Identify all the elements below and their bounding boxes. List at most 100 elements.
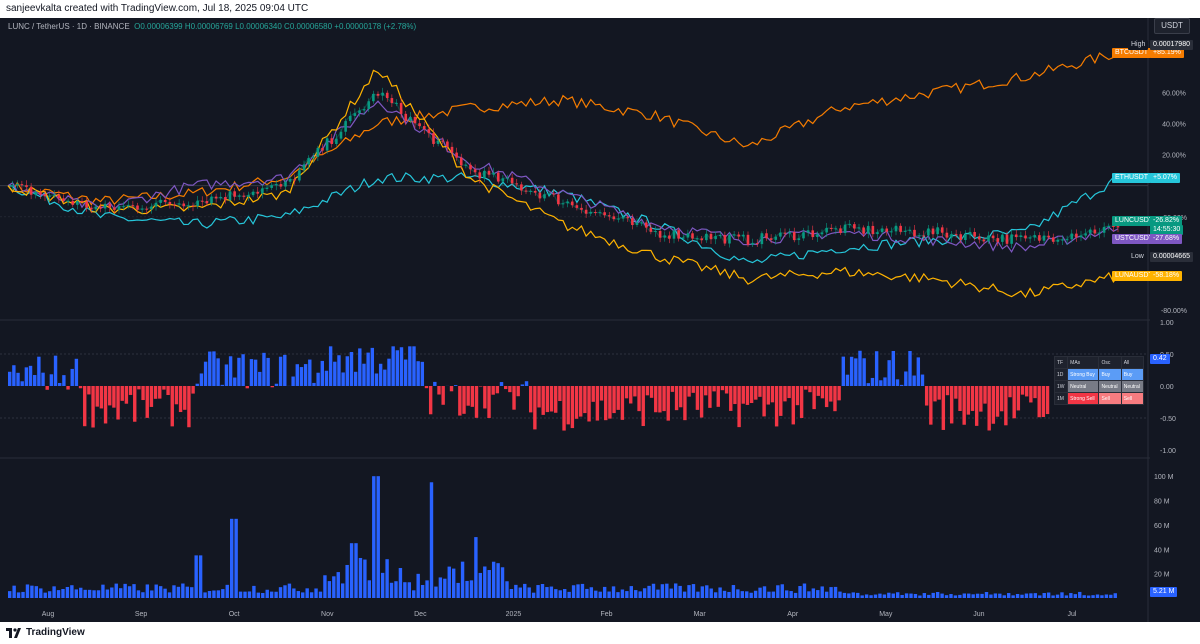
osc-bar [737,386,741,428]
osc-bar [949,386,954,424]
candle-body [677,230,680,239]
tradingview-logo[interactable]: TradingView [6,622,85,644]
volume-bar [43,592,47,598]
osc-bar [808,386,812,393]
candle-body [940,227,944,233]
candle-body [686,233,690,238]
candle-body [362,109,366,111]
table-cell: 1M [1053,392,1069,405]
osc-bar [587,386,591,422]
osc-bar [449,386,454,392]
osc-bar [324,370,329,386]
series-tag-ethusdt[interactable]: ETHUSDT [1112,172,1152,183]
symbol-label[interactable]: LUNC / TetherUS · 1D · BINANCE [8,22,130,31]
table-cell: Neutral [1098,380,1122,393]
volume-bar [336,572,340,598]
candle-body [126,205,130,207]
candle-body [274,184,278,186]
osc-bar [366,352,370,386]
osc-bar [916,357,921,386]
osc-bar [203,361,208,386]
volume-bar [349,543,354,598]
candle-body [890,231,893,233]
osc-bar [608,386,612,419]
osc-tick-label: 1.00 [1160,320,1174,327]
volume-bar [234,518,238,598]
candle-body [876,232,879,235]
volume-bar [412,590,416,598]
osc-tick-label: -0.50 [1160,416,1176,423]
candle-body [376,93,380,96]
osc-bar [829,386,833,402]
chart-canvas[interactable]: 60.00%40.00%20.00%-20.00%-80.00%1.000.50… [0,18,1200,622]
candle-body [455,152,458,158]
volume-bar [824,591,829,598]
volume-bar [380,572,385,598]
volume-bar [625,591,629,598]
volume-bar [341,583,345,598]
series-tag-luncusdt[interactable]: LUNCUSDT [1112,216,1157,227]
candle-body [307,158,310,165]
currency-button[interactable]: USDT [1154,18,1190,34]
osc-bar [987,386,991,431]
volume-bar [660,584,665,598]
volume-bar [1002,595,1006,598]
osc-bar [824,386,829,408]
table-cell: Strong Sell [1067,392,1100,405]
series-tag-btcusdt[interactable]: BTCUSDT [1112,48,1152,59]
osc-bar [558,386,562,402]
osc-bar [979,386,983,412]
osc-bar [28,365,33,386]
osc-bar [929,386,933,425]
attribution-bar: sanjeevkalta created with TradingView.co… [0,0,1200,18]
osc-bar [591,386,595,402]
volume-bar [607,591,611,598]
table-header-cell: TF [1053,356,1069,369]
osc-bar [966,386,971,415]
osc-bar [74,358,79,386]
candle-body [797,238,801,241]
osc-bar [124,386,129,404]
series-tag-lunausdt[interactable]: LUNAUSDT [1112,271,1156,282]
volume-bar [345,564,349,598]
volume-bar [136,590,141,598]
osc-bar [554,386,558,413]
osc-bar [45,386,49,390]
candle-body [29,186,33,195]
candle-body [39,192,42,195]
candle-body [552,193,556,195]
time-axis-label: Oct [229,611,240,618]
osc-bar [278,356,283,386]
volume-bar [700,586,705,598]
chart-area[interactable]: 60.00%40.00%20.00%-20.00%-80.00%1.000.50… [0,18,1200,622]
time-axis-label: Sep [135,611,148,618]
volume-bar [713,592,718,598]
osc-bar [958,386,962,411]
osc-bar [791,386,795,425]
candle-body [261,188,264,194]
volume-bar [52,586,56,598]
ohlc-values: O0.00006399 H0.00006769 L0.00006340 C0.0… [134,22,417,31]
volume-bar [150,590,154,598]
osc-bar [408,346,412,386]
volume-bar [372,476,376,598]
volume-bar [1011,595,1015,598]
table-cell: Sell [1098,392,1122,405]
volume-bar [678,585,682,598]
candle-body [1065,239,1069,241]
candle-body [284,181,287,187]
technical-rating-table: TF MAs Osc All 1D Strong Buy Buy Buy 1W Neutral Ne… [1053,356,1145,405]
volume-bar [1078,591,1082,598]
osc-bar [683,386,687,421]
volume-bar [589,587,594,598]
osc-bar [649,386,654,398]
time-axis-label: Dec [414,611,427,618]
volume-bar [198,555,203,598]
series-tag-ustcusdt[interactable]: USTCUSDT [1112,233,1157,244]
candle-body [547,193,551,195]
candle-body [247,195,250,197]
candle-body [834,228,838,230]
volume-bar [65,586,70,598]
low-value: 0.00004665 [1150,252,1193,262]
price-tick-label: -80.00% [1161,308,1187,315]
